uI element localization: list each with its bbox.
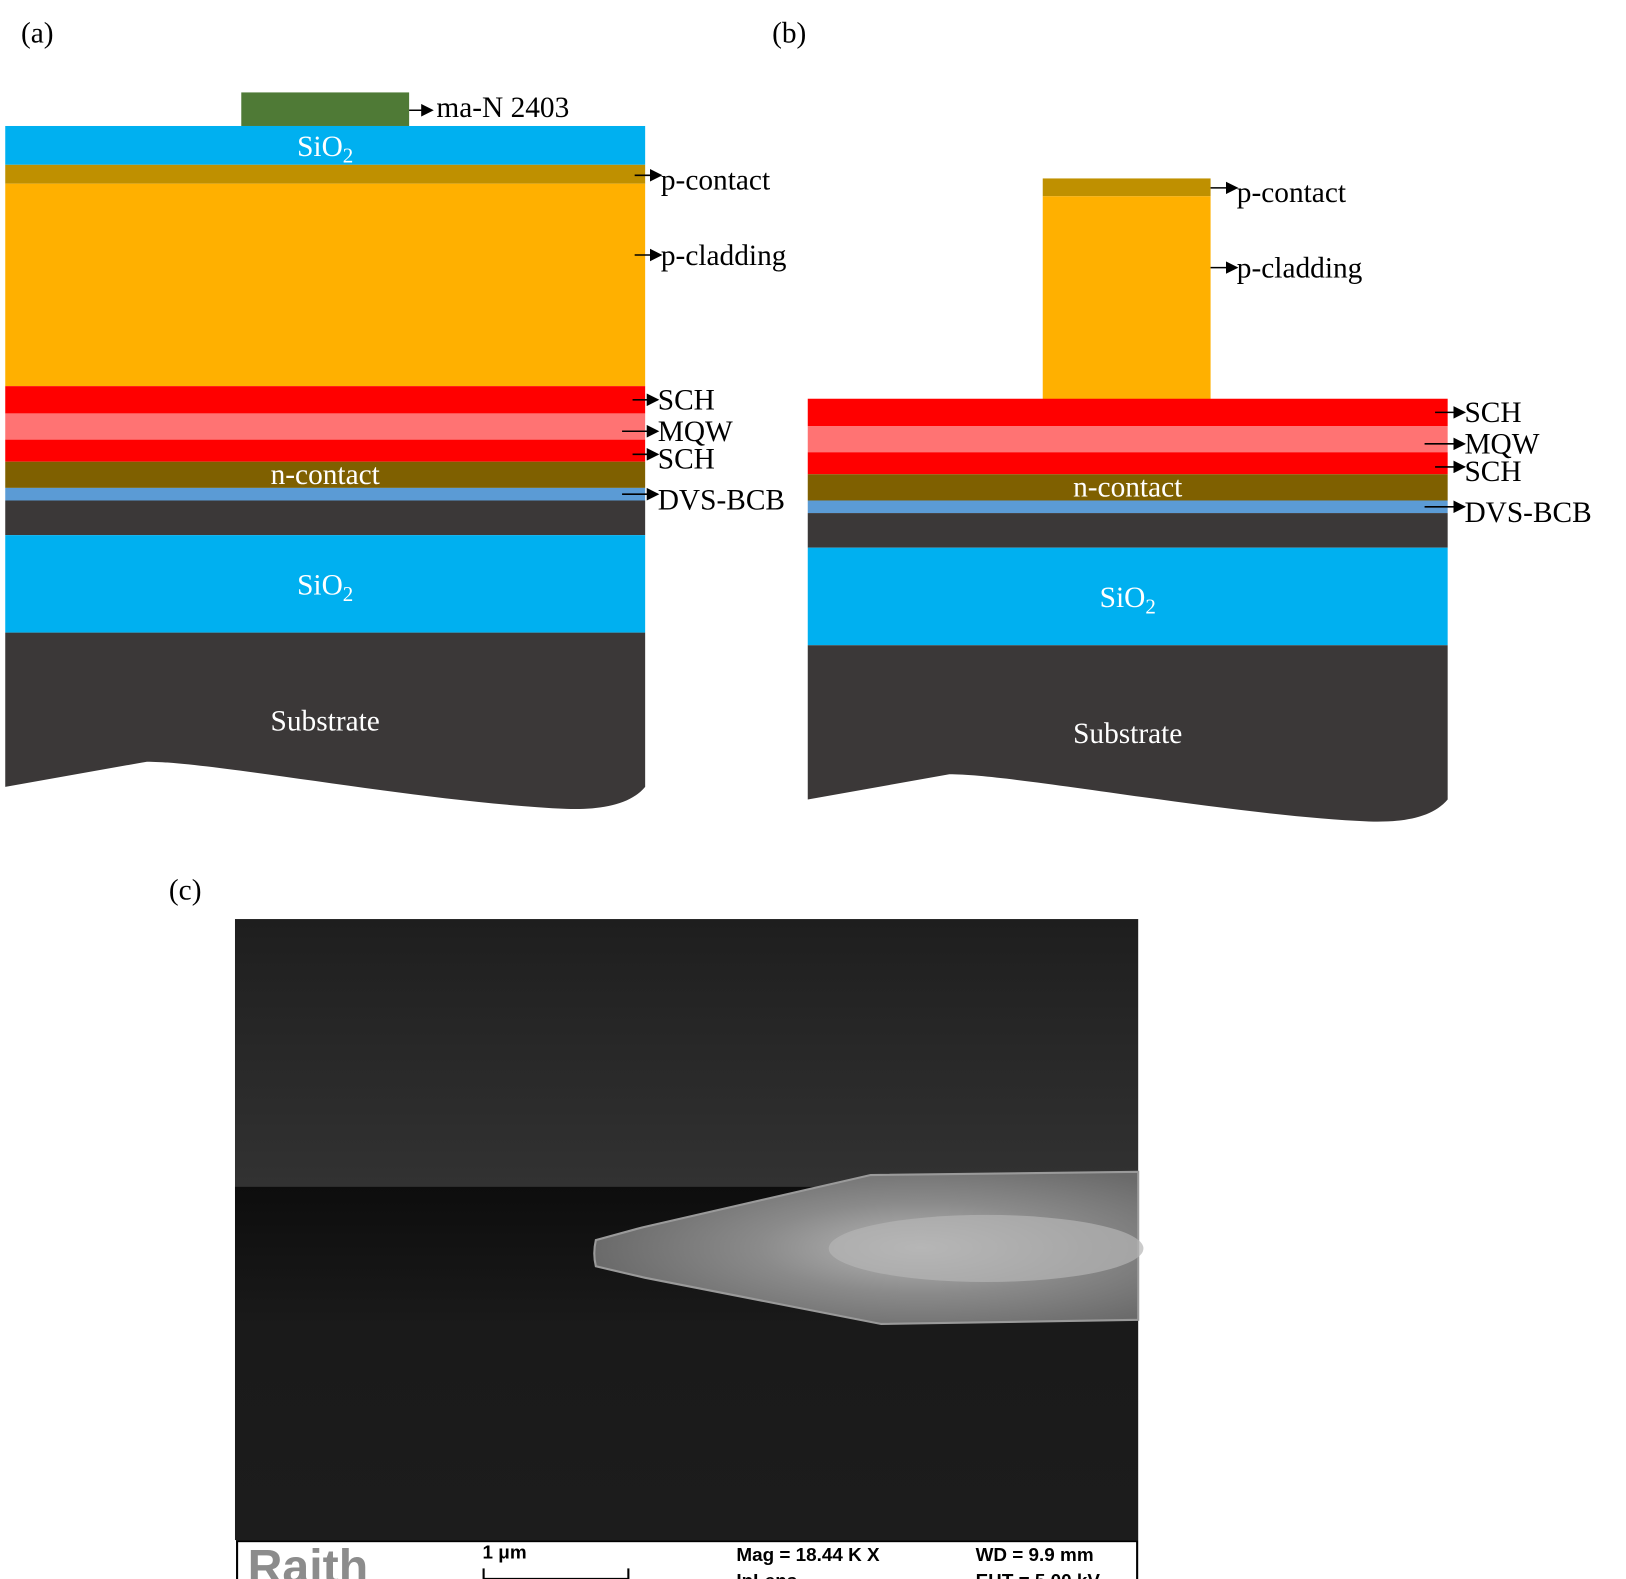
layer-oxide xyxy=(5,535,646,633)
layer-silicon xyxy=(807,513,1448,548)
label-sub: 2 xyxy=(343,582,353,606)
sem-probe-core xyxy=(828,1214,1144,1283)
label: p-contact xyxy=(1237,177,1346,209)
label: Substrate xyxy=(271,706,380,738)
layer-n-contact xyxy=(807,474,1448,501)
layer-dvs-bcb xyxy=(807,500,1448,514)
layer-p-contact xyxy=(1042,178,1211,197)
label: EHT = 5.00 kV xyxy=(976,1571,1101,1579)
layer-sch xyxy=(5,386,646,414)
layer-silicon xyxy=(5,500,646,536)
label: (c) xyxy=(169,875,202,907)
label: InLens xyxy=(736,1571,797,1579)
label: (a) xyxy=(21,18,54,50)
layer-dvs-bcb xyxy=(5,487,646,501)
layer-sch xyxy=(807,452,1448,475)
layer-sch xyxy=(807,398,1448,427)
logo: Raith xyxy=(248,1540,369,1579)
layer-oxide xyxy=(807,547,1448,646)
label: SCH xyxy=(658,385,715,417)
layer-n-contact xyxy=(5,461,646,488)
label: SiO2 xyxy=(1100,582,1156,618)
layer-substrate xyxy=(5,632,646,810)
label: (b) xyxy=(772,18,806,50)
label: p-contact xyxy=(661,164,770,196)
layer-mqw xyxy=(5,413,646,440)
label: DVS-BCB xyxy=(1464,497,1591,529)
label: p-cladding xyxy=(661,240,787,272)
label: Mag = 18.44 K X xyxy=(736,1545,880,1566)
label: n-contact xyxy=(1073,472,1182,504)
label: MQW xyxy=(1464,429,1539,461)
label: n-contact xyxy=(271,459,380,491)
label: ma-N 2403 xyxy=(436,92,569,124)
sem-background xyxy=(234,919,1139,1187)
layer-substrate xyxy=(807,645,1448,822)
label-base: SiO xyxy=(297,131,343,163)
label: DVS-BCB xyxy=(658,484,785,516)
label: SCH xyxy=(1464,397,1521,429)
label: 1 μm xyxy=(483,1543,527,1564)
layer-p-contact xyxy=(5,164,646,184)
label-base: SiO xyxy=(297,569,343,601)
label: MQW xyxy=(658,416,733,448)
sem-info-bar xyxy=(236,1540,1139,1579)
label: SCH xyxy=(658,443,715,475)
label: Substrate xyxy=(1073,718,1182,750)
layer-mqw xyxy=(807,426,1448,453)
label: p-cladding xyxy=(1237,252,1363,284)
layer-sch xyxy=(5,439,646,462)
label: SCH xyxy=(1464,456,1521,488)
label: SiO2 xyxy=(297,569,353,605)
label: WD = 9.9 mm xyxy=(976,1545,1094,1566)
layer-oxide xyxy=(5,125,646,165)
layer-p-cladding xyxy=(5,183,646,387)
label: SiO2 xyxy=(297,131,353,167)
resist xyxy=(241,92,410,126)
label-base: SiO xyxy=(1100,582,1146,614)
label-sub: 2 xyxy=(1145,594,1155,618)
layer-p-cladding xyxy=(1042,196,1211,400)
label-sub: 2 xyxy=(343,143,353,167)
